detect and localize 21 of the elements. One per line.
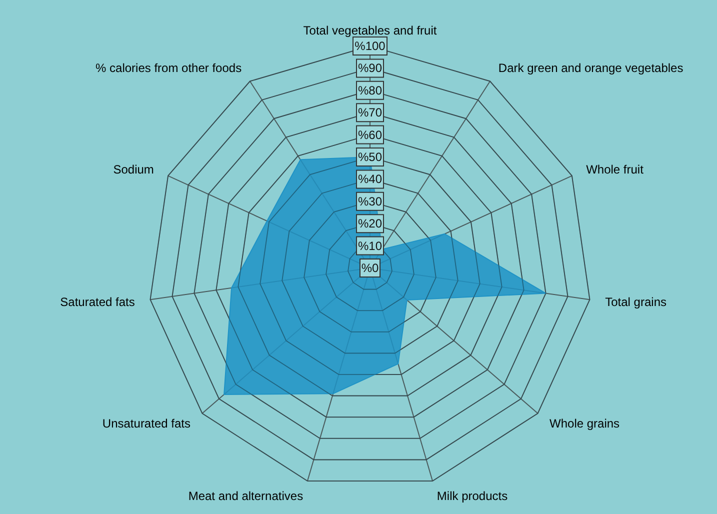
y-tick-label: %30 — [358, 194, 382, 208]
spoke-label: Whole grains — [550, 416, 620, 431]
spoke-label: Whole fruit — [586, 162, 644, 176]
spoke-label: Milk products — [436, 488, 508, 503]
spoke-label: Sodium — [113, 162, 154, 176]
y-tick-label: %80 — [358, 83, 382, 98]
spoke-label: Unsaturated fats — [102, 416, 190, 431]
y-tick-label: %0 — [361, 261, 379, 275]
y-tick-label: %100 — [354, 39, 386, 53]
spoke-label: Saturated fats — [60, 294, 135, 309]
y-tick-label: %20 — [358, 216, 382, 231]
y-tick-label: %10 — [358, 238, 382, 253]
spoke-label: Dark green and orange vegetables — [498, 61, 684, 76]
y-tick-label: %60 — [358, 128, 382, 142]
y-tick-label: %90 — [358, 61, 382, 76]
spoke-label: Total grains — [605, 294, 666, 309]
spoke-label: % calories from other foods — [96, 61, 242, 76]
spoke-label: Meat and alternatives — [188, 488, 304, 503]
y-tick-label: %70 — [358, 106, 382, 120]
y-tick-label: %40 — [358, 172, 382, 186]
spoke-label: Total vegetables and fruit — [303, 23, 438, 38]
